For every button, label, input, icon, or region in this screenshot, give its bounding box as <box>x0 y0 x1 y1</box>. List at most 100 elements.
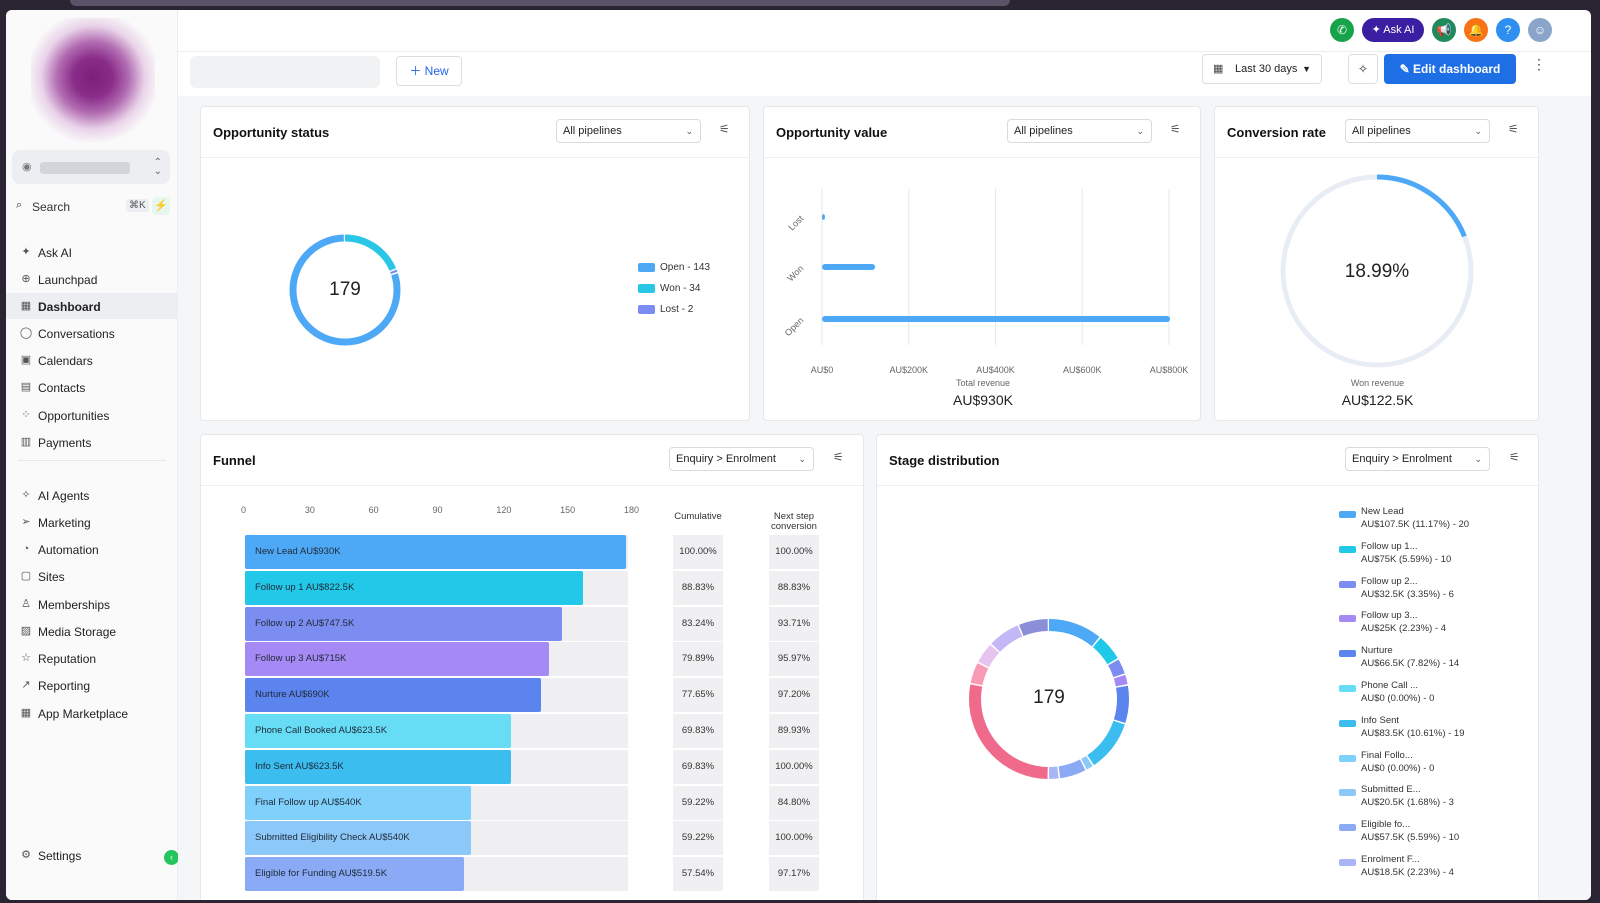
stage-legend-item[interactable]: Nurture AU$66.5K (7.82%) - 14 <box>1339 644 1459 670</box>
stage-legend-item[interactable]: Enrolment F... AU$18.5K (2.23%) - 4 <box>1339 853 1454 879</box>
funnel-bar[interactable]: New Lead AU$930K <box>245 535 626 569</box>
stage-legend-name: Follow up 2... <box>1361 575 1418 587</box>
bar-open[interactable] <box>822 316 1171 322</box>
stage-legend-name: Follow up 3... <box>1361 610 1418 622</box>
funnel-row[interactable]: Follow up 3 AU$715K <box>245 642 628 677</box>
select-value: Enquiry > Enrolment <box>676 453 776 465</box>
sidebar-item-conversations[interactable]: ◯ Conversations <box>6 320 178 346</box>
sidebar-item-marketing[interactable]: ➢ Marketing <box>6 509 178 535</box>
funnel-row[interactable]: Eligible for Funding AU$519.5K <box>245 857 628 892</box>
phone-icon[interactable]: ✆ <box>1330 18 1354 42</box>
legend-swatch <box>1339 545 1356 553</box>
bar-lost[interactable] <box>822 214 825 220</box>
funnel-bar[interactable]: Info Sent AU$623.5K <box>245 749 511 784</box>
more-options-icon[interactable]: ⋮ <box>1532 56 1546 72</box>
account-switcher[interactable]: ◉ ⌃ ⌄ <box>12 150 170 184</box>
pipeline-filter-select[interactable]: All pipelines ⌄ <box>556 119 701 143</box>
sidebar-item-sites[interactable]: ▢ Sites <box>6 563 178 589</box>
magic-wand-icon[interactable]: ✧ <box>1348 54 1378 84</box>
funnel-bar-label: Eligible for Funding AU$519.5K <box>255 868 388 880</box>
funnel-row[interactable]: Info Sent AU$623.5K <box>245 749 628 784</box>
funnel-row[interactable]: Final Follow up AU$540K <box>245 785 628 820</box>
pipeline-stage-select[interactable]: Enquiry > Enrolment ⌄ <box>669 447 814 471</box>
pipeline-stage-select[interactable]: Enquiry > Enrolment ⌄ <box>1345 447 1490 471</box>
help-icon[interactable]: ? <box>1496 18 1520 42</box>
chevron-updown-icon: ⌃ ⌄ <box>153 157 162 177</box>
new-dashboard-button[interactable]: ＋ New <box>396 56 462 86</box>
funnel-bar[interactable]: Final Follow up AU$540K <box>245 785 471 820</box>
ask-ai-button[interactable]: ✦ Ask AI <box>1362 18 1424 42</box>
sidebar-item-media-storage[interactable]: ▨ Media Storage <box>6 618 178 644</box>
sidebar-item-launchpad[interactable]: ⊕ Launchpad <box>6 266 178 292</box>
filter-settings-icon[interactable]: ⚟ <box>1170 122 1181 136</box>
stage-legend-item[interactable]: Final Follo... AU$0 (0.00%) - 0 <box>1339 749 1434 775</box>
funnel-bar[interactable]: Submitted Eligibility Check AU$540K <box>245 821 471 856</box>
donut-segment[interactable] <box>289 234 401 346</box>
cumulative-value: 83.24% <box>673 606 723 641</box>
sidebar-item-memberships[interactable]: ♙ Memberships <box>6 591 178 617</box>
card-header-divider <box>764 157 1200 158</box>
funnel-row[interactable]: Phone Call Booked AU$623.5K <box>245 714 628 748</box>
donut-segment[interactable] <box>969 619 1129 779</box>
donut-segment[interactable] <box>969 619 1129 779</box>
funnel-row[interactable]: Nurture AU$690K <box>245 678 628 713</box>
funnel-bar[interactable]: Phone Call Booked AU$623.5K <box>245 714 511 748</box>
sidebar-item-app-marketplace[interactable]: ▦ App Marketplace <box>6 700 178 726</box>
chat-icon: ◯ <box>19 327 33 339</box>
funnel-bar[interactable]: Nurture AU$690K <box>245 678 541 713</box>
stage-legend-item[interactable]: New Lead AU$107.5K (11.17%) - 20 <box>1339 505 1469 531</box>
stage-legend-item[interactable]: Eligible fo... AU$57.5K (5.59%) - 10 <box>1339 818 1459 844</box>
sidebar-item-contacts[interactable]: ▤ Contacts <box>6 374 178 400</box>
opportunity-value-card: Opportunity value All pipelines ⌄ ⚟ AU$0 A… <box>763 106 1201 421</box>
donut-segment[interactable] <box>969 619 1129 779</box>
quick-action-bolt-icon[interactable]: ⚡ <box>152 197 170 215</box>
collapse-sidebar-button[interactable]: ‹ <box>164 850 179 865</box>
sidebar-item-dashboard[interactable]: ▦ Dashboard <box>6 293 178 319</box>
megaphone-icon[interactable]: 📢 <box>1432 18 1456 42</box>
help-glyph: ? <box>1504 23 1512 37</box>
sidebar-item-ask-ai[interactable]: ✦ Ask AI <box>6 239 178 265</box>
date-range-select[interactable]: ▦ Last 30 days ▼ <box>1202 54 1322 84</box>
funnel-row[interactable]: Submitted Eligibility Check AU$540K <box>245 821 628 856</box>
stage-legend-item[interactable]: Follow up 2... AU$32.5K (3.35%) - 6 <box>1339 575 1454 601</box>
filter-settings-icon[interactable]: ⚟ <box>1508 122 1519 136</box>
sidebar-item-calendars[interactable]: ▣ Calendars <box>6 347 178 373</box>
filter-settings-icon[interactable]: ⚟ <box>833 450 844 464</box>
filter-settings-icon[interactable]: ⚟ <box>1509 450 1520 464</box>
stage-legend-detail: AU$20.5K (1.68%) - 3 <box>1361 797 1454 809</box>
bar-won[interactable] <box>822 264 876 270</box>
sidebar-item-reputation[interactable]: ☆ Reputation <box>6 645 178 671</box>
sidebar-item-label: Settings <box>38 849 82 863</box>
sidebar-item-automation[interactable]: ◔ Automation <box>6 536 178 562</box>
funnel-row[interactable]: Follow up 1 AU$822.5K <box>245 570 628 605</box>
funnel-bar[interactable]: Follow up 2 AU$747.5K <box>245 606 563 641</box>
stage-legend-item[interactable]: Info Sent AU$83.5K (10.61%) - 19 <box>1339 714 1465 740</box>
funnel-row[interactable]: New Lead AU$930K <box>245 535 628 569</box>
sidebar-item-opportunities[interactable]: ⁘ Opportunities <box>6 402 178 428</box>
funnel-bar[interactable]: Follow up 3 AU$715K <box>245 642 550 677</box>
stage-legend-item[interactable]: Follow up 1... AU$75K (5.59%) - 10 <box>1339 540 1451 566</box>
sidebar-item-payments[interactable]: ▥ Payments <box>6 429 178 455</box>
funnel-bar[interactable]: Follow up 1 AU$822.5K <box>245 570 584 605</box>
stage-legend-item[interactable]: Follow up 3... AU$25K (2.23%) - 4 <box>1339 609 1446 635</box>
donut-segment[interactable] <box>289 234 401 346</box>
dashboard-selector-blurred[interactable] <box>190 56 380 88</box>
sidebar-item-settings[interactable]: ⚙ Settings <box>6 842 178 868</box>
funnel-bar[interactable]: Eligible for Funding AU$519.5K <box>245 857 465 892</box>
donut-segment[interactable] <box>1280 174 1474 368</box>
sidebar-search[interactable]: ⌕ Search ⌘K <box>14 196 149 218</box>
stage-legend-item[interactable]: Phone Call ... AU$0 (0.00%) - 0 <box>1339 679 1434 705</box>
edit-dashboard-button[interactable]: ✎ Edit dashboard <box>1384 54 1516 84</box>
pipeline-filter-select[interactable]: All pipelines ⌄ <box>1345 119 1490 143</box>
bell-icon[interactable]: 🔔 <box>1464 18 1488 42</box>
sidebar-item-ai-agents[interactable]: ✧ AI Agents <box>6 482 178 508</box>
sidebar-item-reporting[interactable]: ↗ Reporting <box>6 672 178 698</box>
filter-settings-icon[interactable]: ⚟ <box>719 122 730 136</box>
pipeline-filter-select[interactable]: All pipelines ⌄ <box>1007 119 1152 143</box>
card-header-divider <box>1215 157 1538 158</box>
donut-segment[interactable] <box>969 619 1129 779</box>
avatar[interactable]: ☺ <box>1528 18 1552 42</box>
funnel-row[interactable]: Follow up 2 AU$747.5K <box>245 606 628 641</box>
funnel-card: Funnel Enquiry > Enrolment ⌄ ⚟ 0 30 60 90 120… <box>200 434 864 900</box>
stage-legend-item[interactable]: Submitted E... AU$20.5K (1.68%) - 3 <box>1339 783 1454 809</box>
